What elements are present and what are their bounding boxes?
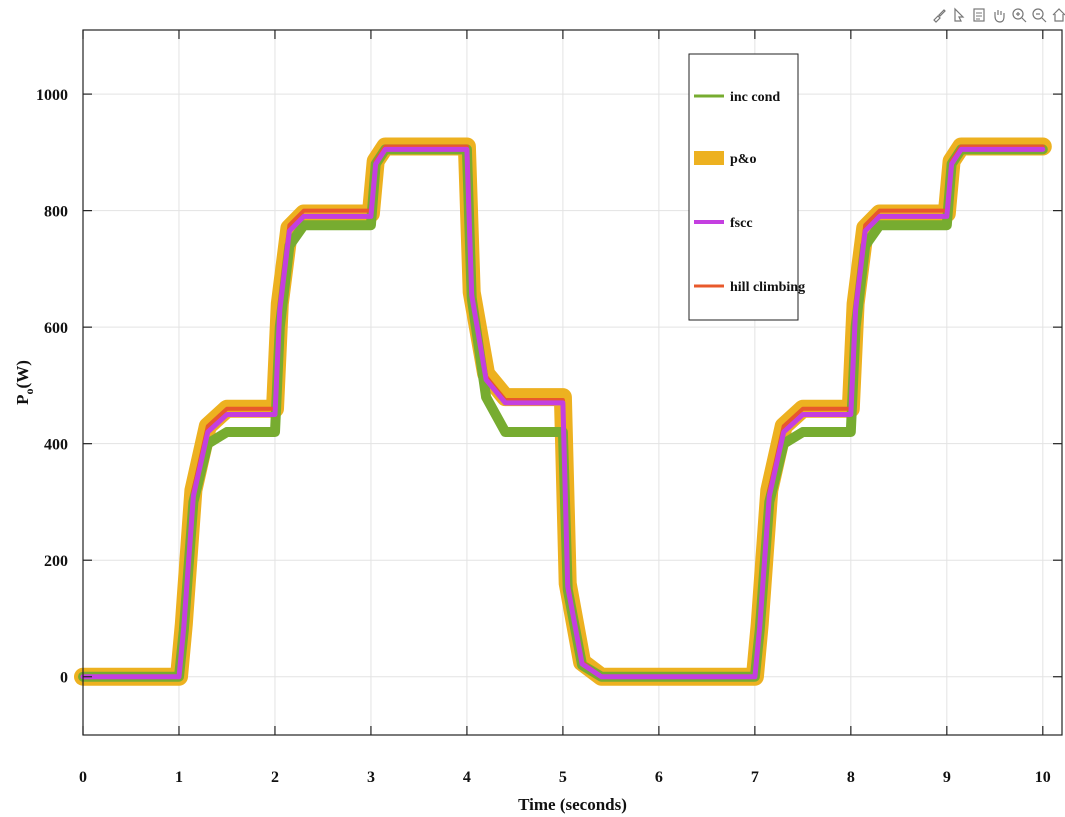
y-tick-label: 200 (44, 553, 68, 570)
x-axis-title: Time (seconds) (518, 795, 627, 814)
legend[interactable]: inc cond p&o fscc hill climbing (688, 53, 805, 321)
plot-frame (82, 29, 1063, 736)
x-tick-label: 4 (463, 769, 471, 786)
legend-label: p&o (730, 152, 756, 167)
brush-icon[interactable] (930, 5, 948, 25)
x-tick-label: 10 (1035, 769, 1051, 786)
series-fscc (80, 146, 1046, 680)
x-tick-label: 8 (847, 769, 855, 786)
y-tick-label: 1000 (36, 87, 68, 104)
y-tick-label: 800 (44, 204, 68, 221)
legend-entry-hill-climbing[interactable]: hill climbing (694, 280, 805, 295)
legend-label: hill climbing (730, 280, 805, 295)
x-tick-label: 0 (79, 769, 87, 786)
y-axis-symbol: P (13, 394, 32, 404)
y-tick-label: 0 (60, 670, 68, 687)
home-icon[interactable] (1050, 5, 1065, 25)
x-tick-label: 2 (271, 769, 279, 786)
legend-label: fscc (730, 216, 753, 231)
y-axis-unit: (W) (13, 360, 32, 388)
pan-hand-icon[interactable] (990, 5, 1008, 25)
axis-ticks: 0 1 2 3 4 5 6 7 8 9 10 0 200 400 600 800 1000 (36, 30, 1062, 786)
zoom-out-icon[interactable] (1030, 5, 1048, 25)
y-axis-title: Po(W) (13, 360, 36, 405)
y-tick-label: 600 (44, 320, 68, 337)
legend-entry-fscc[interactable]: fscc (694, 216, 753, 231)
x-tick-label: 3 (367, 769, 375, 786)
figure-toolbar (930, 4, 1065, 26)
series-lines (74, 137, 1052, 686)
y-tick-label: 400 (44, 437, 68, 454)
y-axis-subscript: o (22, 388, 36, 394)
export-icon[interactable] (970, 5, 988, 25)
legend-box (688, 53, 799, 321)
x-tick-label: 9 (943, 769, 951, 786)
legend-label: inc cond (730, 90, 780, 105)
series-line-fscc (80, 146, 1046, 680)
data-cursor-icon[interactable] (950, 5, 968, 25)
x-tick-label: 5 (559, 769, 567, 786)
x-tick-label: 1 (175, 769, 183, 786)
legend-entry-p-o[interactable]: p&o (694, 151, 756, 167)
x-tick-label: 7 (751, 769, 759, 786)
legend-entry-inc-cond[interactable]: inc cond (694, 90, 780, 105)
zoom-in-icon[interactable] (1010, 5, 1028, 25)
x-tick-label: 6 (655, 769, 663, 786)
